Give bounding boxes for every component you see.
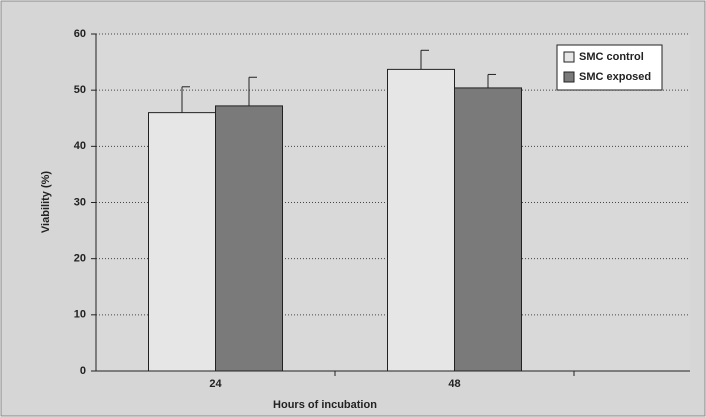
x-axis-label: Hours of incubation	[273, 399, 377, 411]
x-tick-label: 48	[448, 378, 460, 390]
legend-swatch	[563, 51, 575, 63]
y-tick-label: 40	[74, 140, 86, 152]
x-tick-label: 24	[209, 378, 222, 390]
bar	[454, 87, 522, 372]
bar	[387, 68, 455, 372]
legend-label: SMC control	[579, 51, 644, 63]
y-tick-label: 0	[80, 365, 86, 377]
y-tick-label: 10	[74, 309, 86, 321]
bar	[148, 112, 216, 372]
legend-swatch	[563, 71, 575, 83]
y-tick-label: 30	[74, 196, 86, 208]
y-tick-label: 60	[74, 28, 86, 40]
y-tick-label: 20	[74, 253, 86, 265]
y-tick-label: 50	[74, 84, 86, 96]
bar	[215, 105, 283, 372]
legend-label: SMC exposed	[579, 71, 651, 83]
y-axis-label: Viability (%)	[40, 171, 52, 233]
